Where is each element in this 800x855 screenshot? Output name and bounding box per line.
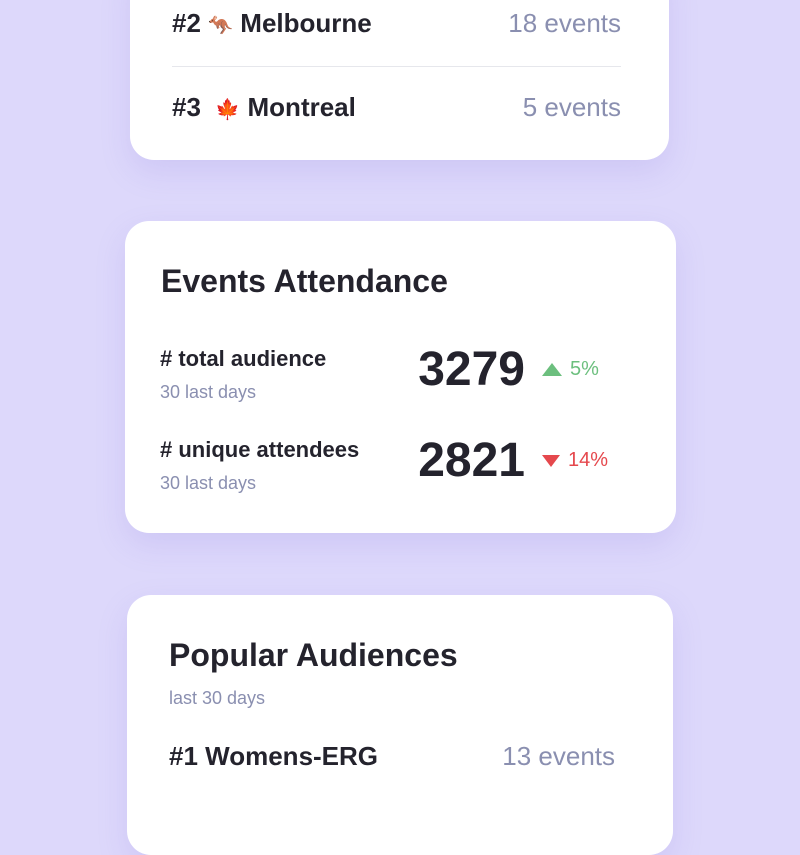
list-item[interactable]: #3 🍁 Montreal 5 events	[172, 92, 621, 123]
metric-period: 30 last days	[160, 382, 257, 402]
metric-unique-attendees: # unique attendees 30 last days 2821 14%	[160, 434, 640, 507]
card-subtitle: last 30 days	[169, 688, 266, 708]
metric-value: 2821	[418, 434, 525, 487]
top-cities-card: #2 🦘 Melbourne 18 events #3 🍁 Montreal 5…	[130, 0, 669, 160]
events-attendance-card: Events Attendance # total audience 30 la…	[125, 221, 676, 533]
city-name: Melbourne	[240, 8, 372, 38]
divider	[172, 66, 621, 67]
delta-badge: 5%	[542, 358, 640, 381]
event-count: 18 events	[508, 8, 621, 38]
event-count: 13 events	[502, 741, 615, 771]
rank: #3	[172, 92, 201, 122]
city-name: Montreal	[247, 92, 356, 122]
delta-value: 14%	[568, 449, 609, 471]
card-title: Events Attendance	[161, 263, 448, 299]
list-item[interactable]: #1 Womens-ERG 13 events	[169, 741, 615, 772]
metric-total-audience: # total audience 30 last days 3279 5%	[160, 343, 640, 416]
delta-badge: 14%	[542, 449, 640, 472]
popular-audiences-card: Popular Audiences last 30 days #1 Womens…	[127, 595, 673, 855]
event-count: 5 events	[522, 92, 621, 122]
maple-leaf-icon: 🍁	[215, 99, 241, 121]
metric-label: # unique attendees	[160, 437, 360, 462]
rank: #2	[172, 8, 201, 38]
arrow-down-icon	[542, 454, 560, 467]
rank: #1	[169, 741, 198, 771]
metric-label: # total audience	[160, 346, 327, 371]
list-item[interactable]: #2 🦘 Melbourne 18 events	[172, 8, 621, 39]
audience-name: Womens-ERG	[205, 741, 379, 771]
metric-value: 3279	[418, 343, 525, 396]
metric-period: 30 last days	[160, 473, 257, 493]
card-title: Popular Audiences	[169, 637, 458, 673]
delta-value: 5%	[570, 358, 599, 380]
arrow-up-icon	[542, 363, 562, 376]
kangaroo-icon: 🦘	[208, 15, 234, 37]
